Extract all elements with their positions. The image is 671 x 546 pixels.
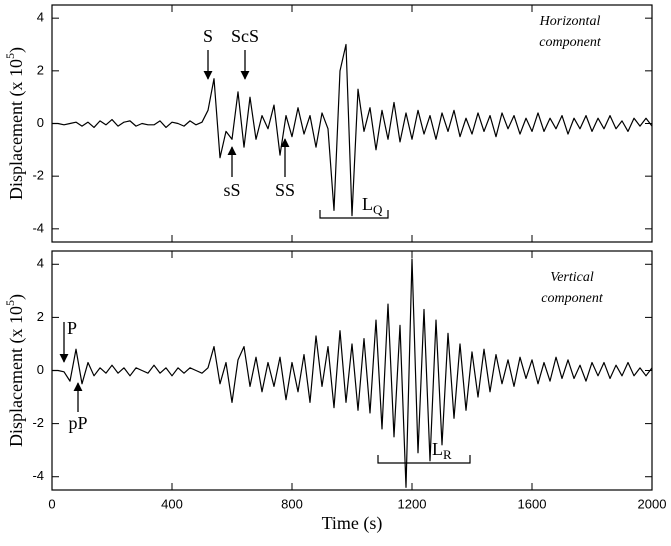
component-label: component bbox=[539, 35, 602, 50]
x-tick-label: 2000 bbox=[638, 496, 667, 511]
y-axis-label-sup: 5 bbox=[3, 300, 17, 306]
wave-label-sub: Q bbox=[373, 202, 383, 217]
wave-bracket bbox=[319, 210, 389, 219]
y-tick-label: -4 bbox=[32, 220, 44, 235]
x-tick-label: 1200 bbox=[398, 496, 427, 511]
phase-label: S bbox=[203, 26, 213, 46]
phase-label: P bbox=[67, 318, 77, 338]
component-label: Horizontal bbox=[539, 14, 601, 29]
y-tick-label: -2 bbox=[32, 415, 44, 430]
y-tick-label: 2 bbox=[37, 309, 44, 324]
x-tick-label: 0 bbox=[48, 496, 55, 511]
y-axis-label-sup: 5 bbox=[3, 53, 17, 59]
x-tick-label: 800 bbox=[281, 496, 303, 511]
y-axis-label-part: Displacement (x 10 bbox=[6, 59, 27, 200]
y-axis-label-part: ) bbox=[6, 294, 27, 300]
x-tick-label: 1600 bbox=[518, 496, 547, 511]
phase-label: SS bbox=[275, 180, 295, 200]
wave-bracket bbox=[377, 455, 471, 464]
phase-label: ScS bbox=[231, 26, 259, 46]
component-label: Vertical bbox=[550, 270, 594, 285]
y-tick-label: 0 bbox=[37, 115, 44, 130]
y-tick-label: -2 bbox=[32, 168, 44, 183]
component-label: component bbox=[541, 291, 604, 306]
wave-label-main: L bbox=[432, 439, 443, 459]
trace bbox=[52, 43, 653, 217]
y-tick-label: 4 bbox=[37, 10, 44, 25]
x-tick-label: 400 bbox=[161, 496, 183, 511]
y-axis-label-part: ) bbox=[6, 47, 27, 53]
phase-label: sS bbox=[223, 180, 240, 200]
y-axis-label-part: Displacement (x 10 bbox=[6, 306, 27, 447]
x-axis-label: Time (s) bbox=[322, 513, 383, 534]
y-tick-label: 4 bbox=[37, 256, 44, 271]
y-tick-label: 2 bbox=[37, 62, 44, 77]
wave-label: LQ bbox=[362, 194, 383, 217]
wave-label: LR bbox=[432, 439, 452, 462]
y-tick-label: 0 bbox=[37, 362, 44, 377]
phase-label: pP bbox=[68, 413, 87, 433]
y-tick-label: -4 bbox=[32, 468, 44, 483]
y-axis-label: Displacement (x 105) bbox=[3, 294, 27, 447]
y-axis-label: Displacement (x 105) bbox=[3, 47, 27, 200]
wave-label-sub: R bbox=[443, 447, 452, 462]
wave-label-main: L bbox=[362, 194, 373, 214]
trace bbox=[52, 258, 653, 488]
